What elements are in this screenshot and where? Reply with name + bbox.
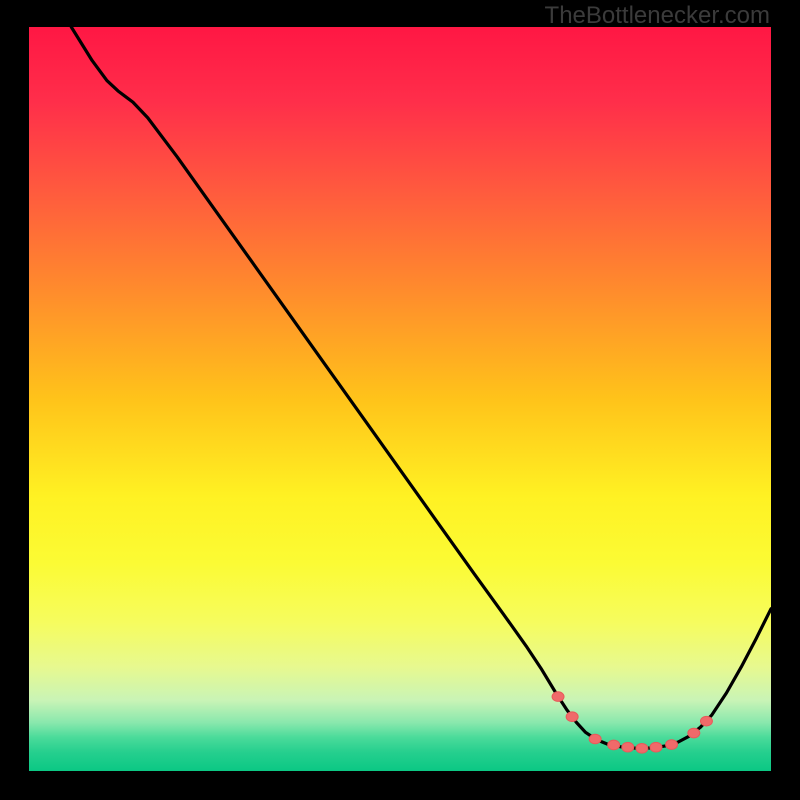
plot-area: [29, 27, 771, 771]
curve-marker: [566, 712, 578, 722]
bottleneck-curve: [71, 27, 771, 748]
curve-marker: [666, 740, 678, 750]
curve-marker: [608, 740, 620, 750]
curve-marker: [650, 742, 662, 752]
curve-layer: [29, 27, 771, 771]
curve-marker: [622, 742, 634, 752]
chart-container: { "chart": { "type": "line", "outer_widt…: [0, 0, 800, 800]
curve-marker: [589, 734, 601, 744]
curve-marker: [636, 744, 648, 754]
curve-marker: [700, 716, 712, 726]
curve-marker: [552, 692, 564, 702]
watermark-text: TheBottlenecker.com: [545, 2, 770, 30]
curve-marker: [688, 728, 700, 738]
